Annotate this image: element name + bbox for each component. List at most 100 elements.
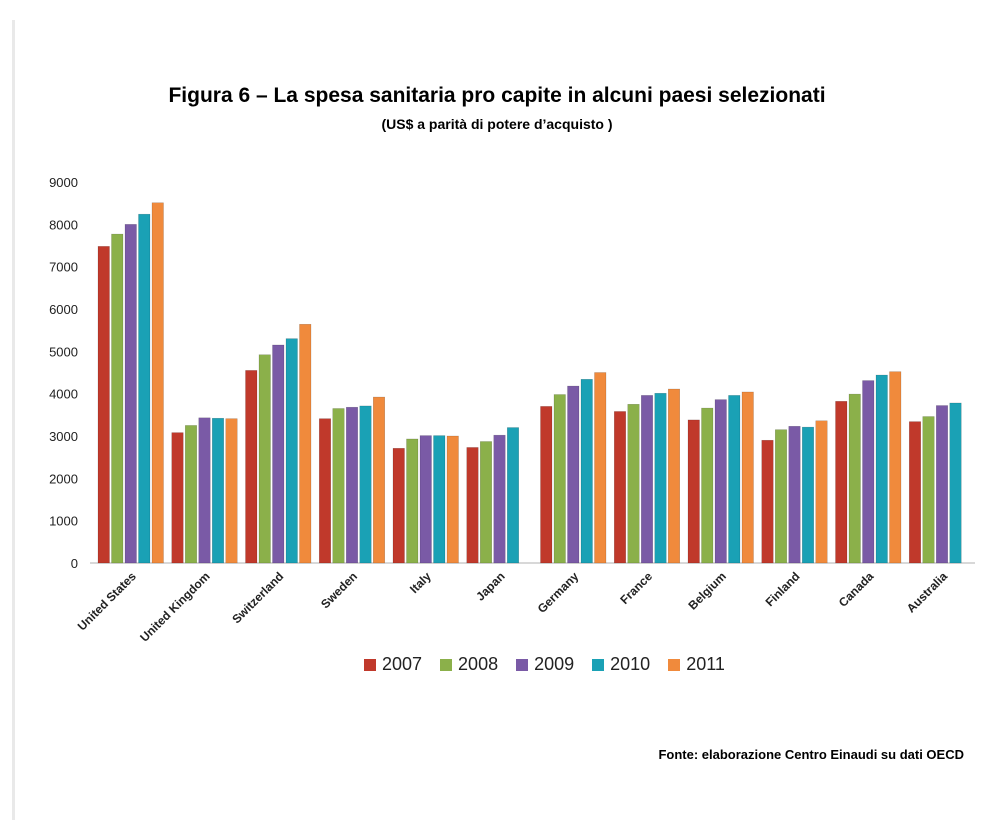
chart-title: Figura 6 – La spesa sanitaria pro capite… (168, 84, 826, 107)
bar-2011 (151, 202, 164, 564)
bar-2010 (580, 379, 593, 564)
bar-2007 (392, 448, 405, 564)
legend-swatch (516, 658, 529, 671)
bar-2009 (788, 426, 801, 564)
bar-2007 (909, 421, 921, 564)
bar-2009 (936, 405, 948, 564)
x-tick-label: United Kingdom (137, 569, 212, 644)
bar-2010 (359, 405, 372, 564)
legend-swatch (364, 658, 376, 671)
legend-label: 2007 (382, 654, 423, 674)
legend-item: 2007 (364, 654, 422, 675)
bar-2010 (433, 435, 446, 564)
legend-item: 2011 (668, 654, 725, 675)
bar-2007 (171, 432, 184, 564)
x-tick-label: Australia (904, 569, 950, 615)
bar-2007 (245, 370, 258, 564)
legend-label: 2011 (686, 654, 725, 674)
bar-2008 (775, 429, 787, 564)
bar-2011 (373, 396, 385, 564)
bar-2008 (701, 407, 714, 564)
bar-2011 (594, 372, 607, 564)
x-tick-label: Switzerland (229, 569, 286, 626)
x-tick-label: France (617, 569, 655, 607)
bar-2011 (446, 435, 459, 564)
bar-2007 (97, 246, 110, 564)
bar-2010 (875, 374, 888, 564)
y-tick-label: 0 (71, 556, 78, 571)
bar-2010 (949, 402, 962, 564)
x-tick-label: Japan (473, 569, 507, 603)
legend-label: 2010 (610, 654, 651, 674)
source-note: Fonte: elaborazione Centro Einaudi su da… (658, 747, 964, 762)
bar-2008 (848, 393, 861, 564)
bar-2007 (319, 418, 331, 564)
bar-2008 (480, 441, 492, 564)
legend-item: 2008 (440, 654, 498, 675)
bar-2010 (285, 338, 298, 564)
x-tick-label: Finland (763, 569, 803, 609)
bar-2008 (406, 438, 419, 564)
bar-2007 (540, 406, 553, 564)
bar-2009 (567, 385, 580, 564)
legend-swatch (668, 658, 681, 671)
legend-swatch (592, 658, 605, 671)
bar-2011 (889, 371, 902, 564)
bar-2009 (493, 434, 506, 564)
bar-2010 (802, 426, 814, 564)
bar-2009 (272, 344, 285, 564)
bar-2010 (728, 395, 741, 564)
legend-item: 2010 (592, 654, 650, 675)
bar-2011 (225, 418, 238, 564)
bar-2011 (299, 323, 312, 564)
x-tick-label: Sweden (318, 569, 360, 611)
y-tick-label: 6000 (49, 302, 78, 317)
bar-2008 (627, 404, 640, 564)
bar-2009 (862, 380, 875, 564)
bar-2011 (815, 420, 828, 564)
legend-swatch (440, 658, 453, 671)
bar-2009 (641, 395, 653, 564)
bar-2010 (138, 213, 151, 564)
bar-2011 (668, 388, 680, 564)
bar-2008 (922, 416, 935, 564)
bar-2008 (185, 425, 197, 564)
bar-2008 (111, 233, 124, 564)
bar-2009 (198, 417, 211, 564)
bar-2009 (346, 406, 358, 564)
bar-2010 (507, 427, 519, 564)
left-edge-rule (12, 20, 15, 820)
y-tick-label: 9000 (49, 175, 78, 190)
y-tick-label: 8000 (49, 217, 78, 232)
bar-2007 (614, 411, 626, 564)
x-tick-label: Belgium (685, 569, 728, 612)
bar-2010 (212, 417, 224, 564)
chart-subtitle: (US$ a parità di potere d’acquisto ) (381, 116, 613, 132)
bar-2008 (553, 394, 566, 564)
y-tick-label: 7000 (49, 260, 78, 275)
legend-label: 2008 (458, 654, 499, 674)
bar-2008 (332, 408, 345, 564)
x-tick-label: Italy (407, 569, 434, 596)
bar-2007 (687, 419, 700, 564)
legend-item: 2009 (516, 654, 574, 675)
x-tick-label: United States (75, 569, 139, 633)
bar-2009 (124, 224, 137, 564)
bar-2010 (654, 392, 667, 564)
y-tick-label: 1000 (49, 514, 78, 529)
x-tick-label: Germany (535, 569, 582, 616)
bar-2007 (466, 447, 479, 564)
y-tick-label: 4000 (49, 387, 78, 402)
legend-label: 2009 (534, 654, 575, 674)
bar-2011 (741, 391, 754, 564)
chart-legend: 2007 2008 2009 2010 2011 (364, 654, 725, 675)
bar-2008 (258, 354, 271, 564)
bar-2007 (835, 401, 848, 564)
y-tick-label: 3000 (49, 429, 78, 444)
bar-2007 (761, 439, 774, 564)
bar-2009 (419, 435, 432, 564)
x-tick-label: Canada (836, 569, 877, 610)
y-tick-label: 2000 (49, 471, 78, 486)
bar-2009 (714, 399, 727, 564)
